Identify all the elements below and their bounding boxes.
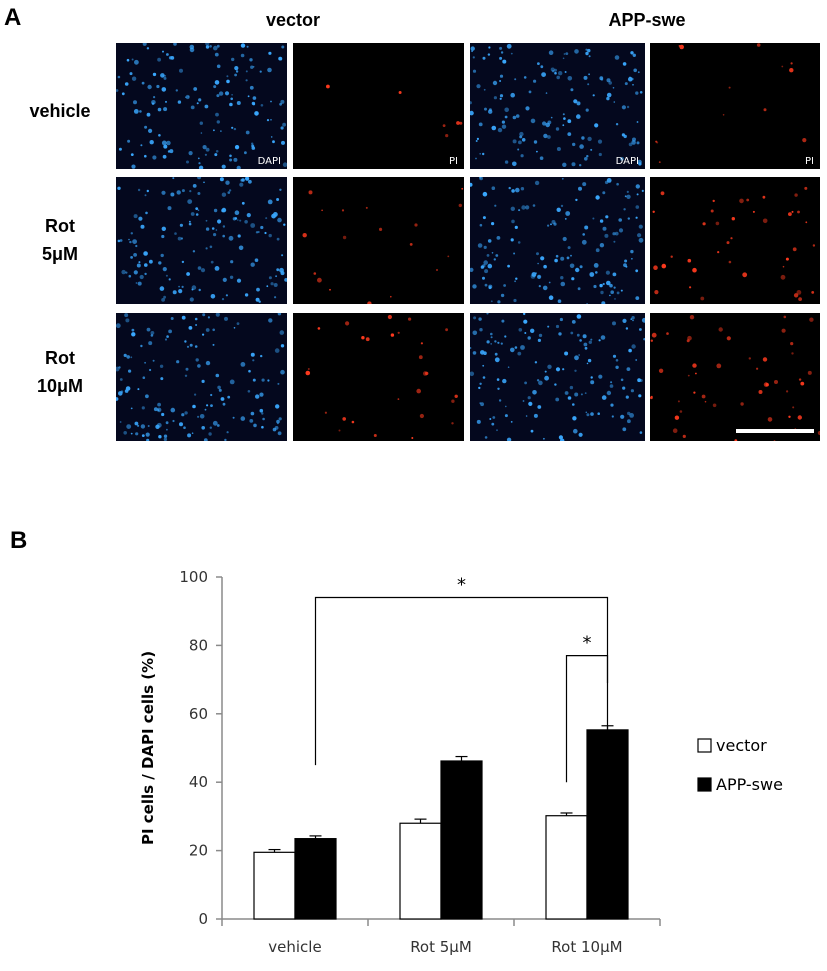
dapi-micrograph [470,177,645,304]
dapi-micrograph: DAPI [470,43,645,169]
row-header-line: Rot [45,216,75,236]
y-tick-label: 80 [189,636,208,654]
row-header-vehicle: vehicle [10,97,110,125]
row-header-rot-10um: Rot 10μM [10,344,110,400]
x-tick-label: Rot 5μM [410,938,472,956]
legend-swatch [697,738,712,753]
y-tick-label: 40 [189,773,208,791]
panel-a-letter: A [4,4,22,31]
y-tick-label: 20 [189,842,208,860]
y-tick-label: 100 [179,568,208,586]
dapi-stain-label: DAPI [257,156,281,167]
row-header-rot-5um: Rot 5μM [10,212,110,268]
pi-micrograph [293,313,464,441]
x-tick-label: Rot 10μM [551,938,622,956]
bar [399,822,442,920]
significance-label: * [457,575,466,596]
legend-label: APP-swe [716,775,783,794]
bar [545,815,588,920]
bar [294,838,337,920]
panel-b-letter: B [10,527,28,554]
bar [253,851,296,920]
dapi-micrograph [116,313,287,441]
x-tick-label: vehicle [268,938,321,956]
y-tick-label: 60 [189,705,208,723]
pi-micrograph: PI [650,43,820,169]
bar [440,760,483,920]
column-header-app-swe: APP-swe [608,10,686,30]
row-header-line: Rot [45,348,75,368]
pi-stain-label: PI [805,156,814,167]
dapi-micrograph: DAPI [116,43,287,169]
scale-bar [736,429,814,433]
dapi-micrograph [470,313,645,441]
significance-label: * [583,633,592,654]
pi-micrograph [650,177,820,304]
legend-swatch [697,777,712,792]
row-header-line: 10μM [36,376,84,396]
pi-micrograph [293,177,464,304]
significance-bracket [314,596,609,766]
row-header-line: 5μM [41,244,79,264]
bar [586,729,629,920]
y-axis-label: PI cells / DAPI cells (%) [139,651,157,845]
dapi-stain-label: DAPI [615,156,639,167]
y-tick-label: 0 [198,910,208,928]
row-header-line: vehicle [29,101,91,121]
column-header-vector: vector [265,10,321,30]
pi-stain-label: PI [449,156,458,167]
dapi-micrograph [116,177,287,304]
significance-bracket [565,655,609,783]
pi-micrograph: PI [293,43,464,169]
legend-label: vector [716,736,767,755]
pi-micrograph [650,313,820,441]
